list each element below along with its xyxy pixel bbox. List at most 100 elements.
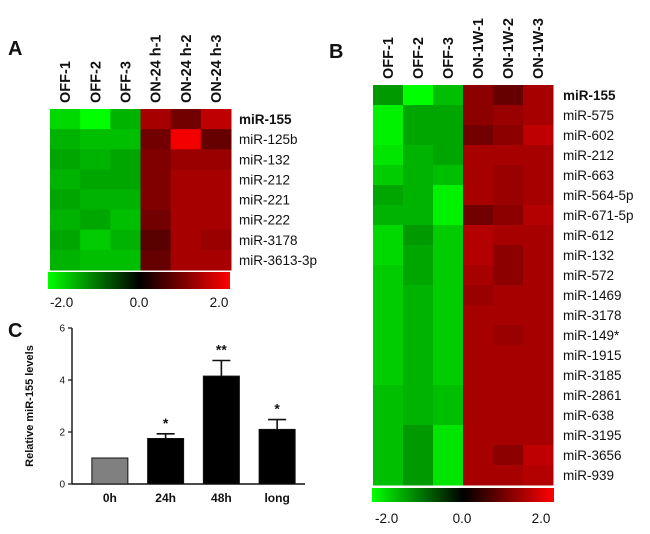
heatmap-b-row-label: miR-3656 <box>563 448 622 463</box>
heatmap-a-cell <box>80 209 111 231</box>
heatmap-a-cell <box>170 129 202 150</box>
heatmap-b-row-label: miR-1915 <box>563 348 622 363</box>
barchart-c-y-tick-label: 0 <box>59 480 65 491</box>
heatmap-b-cell <box>493 105 524 126</box>
heatmap-a-cell <box>140 229 172 251</box>
heatmap-b-cell <box>433 245 464 266</box>
colorbar-b-mid-label: 0.0 <box>453 511 472 526</box>
heatmap-b-cell <box>433 345 464 366</box>
heatmap-b-column-label: ON-1W-1 <box>471 18 487 79</box>
heatmap-b-cell <box>523 465 554 486</box>
heatmap-b-row-label: miR-155 <box>563 88 616 103</box>
heatmap-a-cell <box>170 189 202 211</box>
heatmap-b-cell <box>463 285 494 306</box>
heatmap-b-row-label: miR-575 <box>563 108 614 123</box>
heatmap-b-row-label: miR-564-5p <box>563 188 634 203</box>
barchart-c-y-tick-label: 6 <box>59 324 65 335</box>
heatmap-b-cell <box>403 85 434 106</box>
heatmap-b-cell <box>373 385 404 406</box>
heatmap-b-cell <box>493 205 524 226</box>
heatmap-a-cell <box>170 209 202 231</box>
colorbar-a-gradient <box>48 272 230 289</box>
heatmap-a-row-label: miR-212 <box>239 172 290 187</box>
heatmap-b-cell <box>463 405 494 426</box>
heatmap-b-row-label: miR-663 <box>563 168 614 183</box>
heatmap-b-cell <box>433 125 464 146</box>
heatmap-b-cell <box>433 205 464 226</box>
heatmap-b-cell <box>523 385 554 406</box>
heatmap-b-cell <box>433 85 464 106</box>
barchart-c-y-tick-label: 2 <box>59 428 65 439</box>
heatmap-b-row-label: miR-2861 <box>563 388 622 403</box>
heatmap-a-cell <box>170 149 202 170</box>
colorbar-b-max-label: 2.0 <box>532 511 551 526</box>
heatmap-b-cell <box>493 125 524 146</box>
heatmap-a-cell <box>50 169 81 190</box>
colorbar-a-min-label: -2.0 <box>50 295 73 310</box>
panel-c-letter: C <box>8 320 22 342</box>
heatmap-b-cell <box>523 105 554 126</box>
heatmap-a-cell <box>200 149 232 170</box>
heatmap-a-cell <box>140 189 172 211</box>
heatmap-b-cell <box>493 85 524 106</box>
heatmap-b-cell <box>463 305 494 326</box>
heatmap-b-cell <box>463 85 494 106</box>
heatmap-b-cell <box>463 445 494 466</box>
heatmap-b-cell <box>373 285 404 306</box>
heatmap-a-cell <box>170 109 202 130</box>
heatmap-a-cell <box>200 169 232 190</box>
heatmap-b-cell <box>403 425 434 446</box>
heatmap-b-cell <box>373 205 404 226</box>
heatmap-b-cell <box>433 165 464 186</box>
heatmap-b-row-label: miR-3195 <box>563 428 622 443</box>
colorbar-a-max-label: 2.0 <box>210 295 229 310</box>
heatmap-b-cell <box>493 165 524 186</box>
barchart-c-bar <box>202 375 240 485</box>
barchart-c: Relative miR-155 levels 0 2 4 6 0h * 24h ** 48h *… <box>24 324 305 505</box>
heatmap-b-cell <box>523 125 554 146</box>
heatmap-a-column-label: ON-24 h-3 <box>209 35 225 104</box>
heatmap-a-cell <box>80 249 111 271</box>
heatmap-b-cell <box>463 245 494 266</box>
heatmap-a-cell <box>50 149 81 170</box>
heatmap-b-cell <box>373 85 404 106</box>
heatmap-b-cell <box>523 185 554 206</box>
heatmap-b-cell <box>373 465 404 486</box>
heatmap-a-cell <box>140 249 172 271</box>
heatmap-b-cell <box>493 465 524 486</box>
heatmap-b-cell <box>493 425 524 446</box>
heatmap-b-row-label: miR-149* <box>563 328 620 343</box>
colorbar-b-gradient <box>372 488 554 502</box>
barchart-c-category-label: 48h <box>211 491 232 505</box>
heatmap-b-cell <box>433 185 464 206</box>
heatmap-b: OFF-1 OFF-2 OFF-3 ON-1W-1 ON-1W-2 ON-1W-3 miR-… <box>373 18 634 486</box>
heatmap-a-cell <box>110 169 141 190</box>
heatmap-b-cell <box>463 365 494 386</box>
heatmap-b-cell <box>523 145 554 166</box>
heatmap-a-cell <box>80 129 111 150</box>
heatmap-b-cell <box>463 205 494 226</box>
heatmap-a-cell <box>110 249 141 271</box>
heatmap-b-cell <box>403 165 434 186</box>
heatmap-b-cell <box>523 285 554 306</box>
heatmap-b-cell <box>373 325 404 346</box>
heatmap-b-row-label: miR-602 <box>563 128 614 143</box>
heatmap-b-column-label: ON-1W-2 <box>501 18 517 79</box>
heatmap-b-cell <box>493 445 524 466</box>
heatmap-b-cell <box>373 405 404 426</box>
heatmap-a-cell <box>80 149 111 170</box>
heatmap-b-cell <box>463 425 494 446</box>
heatmap-a-column-label: OFF-3 <box>118 61 134 103</box>
barchart-c-bar <box>91 457 129 485</box>
heatmap-b-cell <box>523 405 554 426</box>
heatmap-b-cell <box>373 105 404 126</box>
heatmap-b-cell <box>403 145 434 166</box>
heatmap-b-cell <box>433 145 464 166</box>
heatmap-a-cell <box>80 189 111 211</box>
heatmap-a-cell <box>110 229 141 251</box>
heatmap-b-cell <box>433 265 464 286</box>
heatmap-b-cell <box>403 405 434 426</box>
heatmap-b-cell <box>403 445 434 466</box>
heatmap-a-column-label: OFF-2 <box>88 61 104 103</box>
